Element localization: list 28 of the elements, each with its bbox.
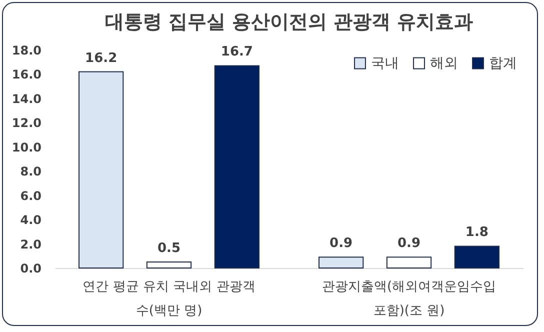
- bar: [78, 71, 124, 268]
- bar: [386, 256, 432, 268]
- y-tick-label: 12.0: [12, 116, 42, 130]
- y-tick-label: 0.0: [20, 262, 42, 276]
- bar: [318, 256, 364, 268]
- y-tick-label: 4.0: [20, 213, 42, 228]
- data-label: 0.9: [330, 236, 353, 252]
- y-tick-label: 6.0: [20, 188, 42, 203]
- y-tick-label: 10.0: [12, 140, 42, 154]
- y-tick-label: 14.0: [12, 92, 42, 106]
- y-tick-label: 2.0: [20, 237, 42, 252]
- y-tick-label: 16.0: [12, 68, 42, 82]
- legend-label: 해외: [430, 55, 458, 72]
- legend-label: 합계: [489, 55, 517, 72]
- x-tick-label: 연간 평균 유치 국내외 관광객 수(백만 명): [82, 280, 256, 318]
- data-label: 16.2: [85, 50, 118, 66]
- bar: [146, 261, 192, 268]
- y-tick-label: 8.0: [20, 164, 42, 179]
- y-tick-label: 18.0: [12, 44, 42, 58]
- data-label: 0.9: [397, 236, 421, 252]
- data-label: 0.5: [157, 240, 181, 256]
- legend-label: 국내: [371, 55, 399, 72]
- x-tick-label: 관광지출액(해외여객운임수입 포함)(조 원): [322, 280, 496, 318]
- chart-title: 대통령 집무실 용산이전의 관광객 유치효과: [104, 11, 474, 33]
- data-label: 16.7: [220, 44, 253, 60]
- bar: [214, 65, 260, 268]
- data-label: 1.8: [465, 225, 488, 240]
- bar: [454, 246, 500, 268]
